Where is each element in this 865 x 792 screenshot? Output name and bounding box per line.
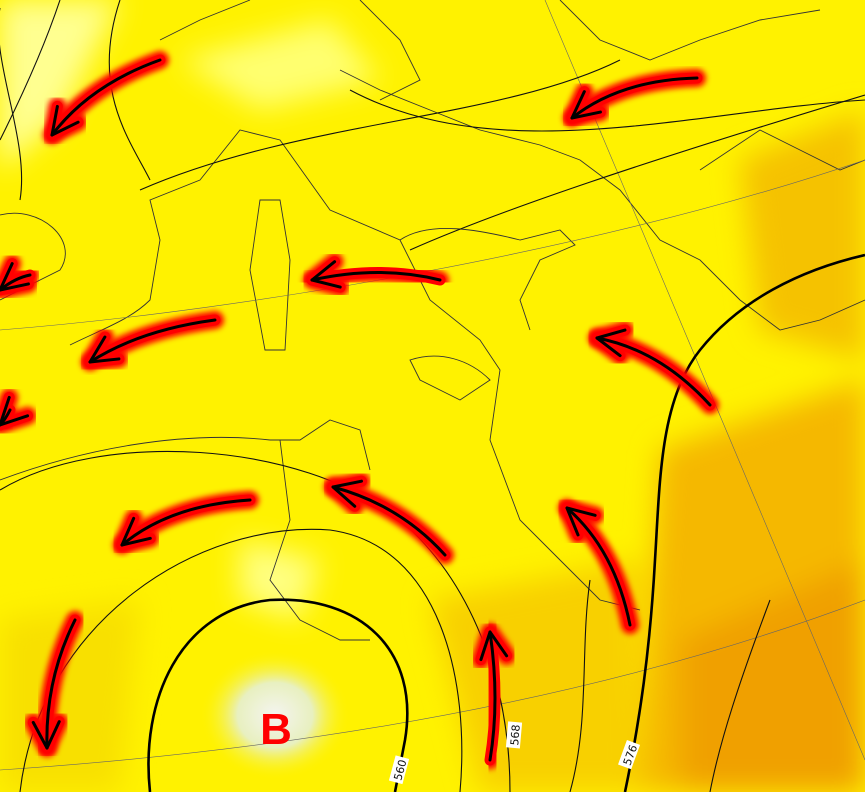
wind-arrow-icon — [24, 611, 84, 757]
wind-arrow-icon — [558, 499, 639, 634]
wind-arrow-icon — [303, 252, 449, 297]
contour-labels: 560 568 576 — [388, 721, 640, 785]
wind-arrow-icon — [563, 69, 706, 127]
wind-arrow-icon — [588, 321, 719, 414]
contour-label-560: 560 — [388, 755, 409, 785]
contour-label-568: 568 — [505, 721, 523, 749]
contour-label-text: 560 — [391, 758, 409, 782]
wind-arrow-icon — [0, 388, 37, 434]
wind-arrow-icon — [471, 623, 516, 769]
wind-arrow-icon — [81, 311, 224, 371]
wind-arrow-icon — [43, 51, 169, 144]
wind-arrow-icon — [0, 254, 39, 299]
low-pressure-label: B — [260, 705, 292, 754]
wind-arrow-icon — [113, 491, 259, 554]
contour-label-text: 568 — [508, 724, 523, 746]
wind-arrows — [0, 51, 719, 769]
wind-arrow-icon — [324, 472, 454, 564]
thick-contours — [147, 253, 865, 792]
